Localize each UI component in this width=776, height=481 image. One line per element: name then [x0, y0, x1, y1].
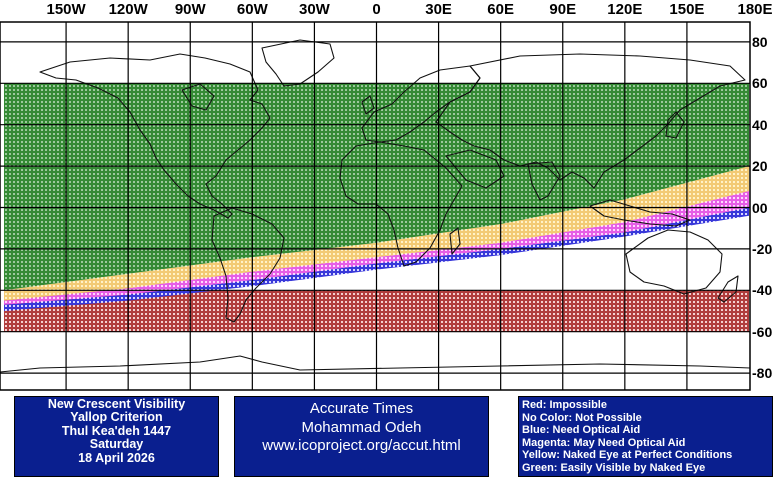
lat-lon-grid [0, 22, 750, 390]
latitude-label: -20 [752, 240, 773, 257]
latitude-label: -40 [752, 282, 773, 299]
longitude-label: 60E [487, 1, 515, 18]
australia-outline [625, 229, 723, 295]
longitude-label: 150E [669, 1, 705, 18]
africa-outline [339, 141, 463, 267]
zone-blue-optical-aid [4, 207, 749, 311]
info-panel: New Crescent Visibility Yallop Criterion… [14, 396, 219, 477]
credit-panel: Accurate Times Mohammad Odeh www.icoproj… [234, 396, 489, 477]
longitude-label: 90W [174, 1, 206, 18]
credit-title: Accurate Times [309, 400, 414, 417]
zone-magenta-may-need-aid [4, 190, 749, 305]
latitude-label: 20 [752, 158, 768, 175]
credit-author: Mohammad Odeh [301, 418, 422, 436]
info-criterion: Yallop Criterion [70, 410, 163, 425]
antarctica-outline [0, 355, 751, 373]
info-month: Thul Kea'deh 1447 [61, 423, 172, 438]
longitude-label: 150W [46, 1, 86, 18]
legend-magenta: Magenta: May Need Optical Aid [522, 436, 686, 449]
longitude-label: 120W [108, 1, 148, 18]
legend-yellow: Yellow: Naked Eye at Perfect Conditions [522, 449, 733, 461]
legend-blue: Blue: Need Optical Aid [522, 424, 641, 436]
arabia-outline [445, 149, 505, 189]
credit-url: www.icoproject.org/accut.html [262, 437, 461, 454]
south-america-outline [211, 207, 285, 323]
longitude-label: 90E [549, 1, 577, 18]
legend-panel: Red: Impossible No Color: Not Possible B… [518, 396, 773, 477]
latitude-label: 40 [752, 116, 768, 133]
latitude-label: -80 [752, 365, 773, 382]
indonesia-outline [589, 199, 691, 227]
new-zealand-outline [717, 275, 739, 303]
india-outline [527, 161, 561, 201]
info-weekday: Saturday [89, 437, 144, 452]
legend-green: Green: Easily Visible by Naked Eye [522, 461, 706, 474]
legend-none: No Color: Not Possible [522, 411, 642, 424]
longitude-label: 60W [236, 1, 268, 18]
latitude-label: 60 [752, 75, 768, 92]
longitude-label: 30W [298, 1, 330, 18]
longitude-label: 180E [737, 1, 773, 18]
latitude-label: 80 [752, 33, 768, 50]
longitude-label: 0 [372, 1, 381, 18]
longitude-label: 30E [425, 1, 452, 18]
latitude-label: -60 [752, 323, 773, 340]
north-america-outline [39, 53, 271, 219]
latitude-label: 00 [752, 199, 768, 216]
japan-outline [665, 111, 685, 139]
map-frame [0, 21, 751, 391]
britain-outline [361, 95, 375, 115]
longitude-label: 120E [607, 1, 643, 18]
legend-red: Red: Impossible [522, 399, 607, 411]
asia-outline [435, 53, 746, 189]
continent-outlines [0, 39, 751, 373]
madagascar-outline [449, 227, 461, 255]
info-date: 18 April 2026 [78, 450, 155, 465]
info-title: New Crescent Visibility [47, 397, 186, 411]
